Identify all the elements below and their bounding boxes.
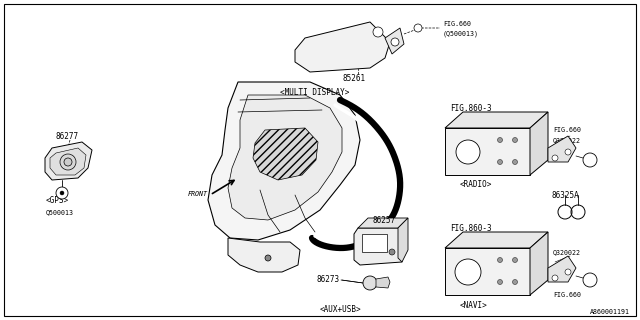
Circle shape [497, 279, 502, 284]
Polygon shape [530, 232, 548, 295]
Polygon shape [530, 112, 548, 175]
Circle shape [513, 258, 518, 262]
Circle shape [60, 191, 64, 195]
Text: <RADIO>: <RADIO> [460, 180, 492, 188]
Circle shape [373, 27, 383, 37]
Text: FIG.660: FIG.660 [553, 292, 581, 298]
Circle shape [60, 154, 76, 170]
Circle shape [565, 269, 571, 275]
Polygon shape [398, 218, 408, 262]
Circle shape [455, 259, 481, 285]
Polygon shape [548, 256, 576, 282]
Polygon shape [228, 95, 342, 220]
Circle shape [513, 159, 518, 164]
Text: 86325A: 86325A [552, 190, 580, 199]
Text: FRONT: FRONT [188, 191, 208, 197]
Polygon shape [50, 148, 86, 175]
Circle shape [552, 275, 558, 281]
Circle shape [456, 140, 480, 164]
Circle shape [389, 249, 395, 255]
Text: FIG.860-3: FIG.860-3 [450, 103, 492, 113]
Text: <GPS>: <GPS> [46, 196, 69, 204]
Text: Q320022: Q320022 [553, 137, 581, 143]
Circle shape [583, 273, 597, 287]
Circle shape [497, 138, 502, 142]
Polygon shape [445, 128, 530, 175]
Polygon shape [445, 248, 530, 295]
Circle shape [497, 258, 502, 262]
Text: 86273: 86273 [317, 276, 340, 284]
Circle shape [497, 159, 502, 164]
Circle shape [565, 149, 571, 155]
Polygon shape [45, 142, 92, 180]
Polygon shape [445, 232, 548, 248]
Polygon shape [376, 277, 390, 288]
Circle shape [363, 276, 377, 290]
Polygon shape [253, 128, 318, 180]
Text: 86257: 86257 [372, 215, 395, 225]
Circle shape [56, 187, 68, 199]
Circle shape [391, 38, 399, 46]
Text: (Q500013): (Q500013) [443, 31, 479, 37]
Text: <AUX+USB>: <AUX+USB> [319, 306, 361, 315]
Circle shape [64, 158, 72, 166]
Polygon shape [385, 28, 404, 54]
Circle shape [583, 153, 597, 167]
Circle shape [513, 279, 518, 284]
Polygon shape [228, 238, 300, 272]
Polygon shape [548, 136, 576, 162]
Text: <MULTI DISPLAY>: <MULTI DISPLAY> [280, 87, 349, 97]
Polygon shape [358, 218, 408, 228]
Polygon shape [354, 228, 402, 265]
Text: 85261: 85261 [342, 74, 365, 83]
Polygon shape [208, 82, 360, 240]
Circle shape [552, 155, 558, 161]
Circle shape [414, 24, 422, 32]
Text: FIG.860-3: FIG.860-3 [450, 223, 492, 233]
Bar [362, 234, 387, 252]
Polygon shape [295, 22, 390, 72]
Text: <NAVI>: <NAVI> [460, 300, 488, 309]
Text: A860001191: A860001191 [590, 309, 630, 315]
Text: FIG.660: FIG.660 [443, 21, 471, 27]
Text: 86277: 86277 [55, 132, 78, 140]
Circle shape [265, 255, 271, 261]
Text: Q320022: Q320022 [553, 249, 581, 255]
Circle shape [513, 138, 518, 142]
Text: Q500013: Q500013 [46, 209, 74, 215]
Polygon shape [445, 112, 548, 128]
Text: FIG.660: FIG.660 [553, 127, 581, 133]
